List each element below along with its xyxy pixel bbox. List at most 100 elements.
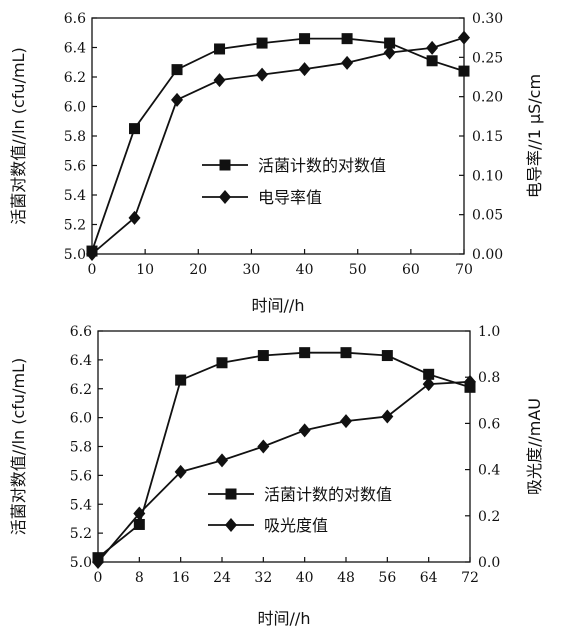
legend-label: 活菌计数的对数值 — [264, 485, 392, 504]
y-left-axis-title: 活菌对数值//ln (cfu/mL) — [9, 358, 28, 535]
x-tick-label: 10 — [136, 262, 154, 278]
y-left-tick-label: 5.2 — [64, 218, 86, 234]
absorbance-chart: 0 8 16 24 32 40 48 56 64 72 5.0 5.2 5.4 5.6 5.8 6.0 6.2 6… — [9, 324, 544, 628]
x-tick-label: 72 — [461, 570, 479, 586]
data-point-diamond — [256, 67, 269, 82]
data-point-diamond — [216, 453, 228, 468]
y-right-tick-label: 0.6 — [478, 416, 500, 432]
y-left-tick-label: 6.6 — [70, 324, 92, 340]
y-right-axis-title: 吸光度//mAU — [525, 398, 544, 495]
y-right-tick-label: 0.25 — [472, 50, 503, 66]
data-point-diamond — [213, 73, 226, 88]
y-right-tick-label: 0.20 — [472, 90, 503, 106]
y-left-tick-label: 6.0 — [64, 100, 86, 116]
y-left-tick-label: 6.4 — [70, 353, 92, 369]
data-point-square — [381, 350, 393, 362]
data-point-square — [133, 518, 145, 530]
legend-marker-square — [225, 488, 237, 500]
data-point-square — [257, 350, 269, 362]
data-point-diamond — [381, 409, 394, 424]
legend-label: 活菌计数的对数值 — [258, 156, 386, 175]
data-point-square — [171, 64, 183, 76]
y-left-tick-label: 5.4 — [64, 188, 86, 204]
legend-marker-diamond — [225, 518, 237, 532]
y-left-tick-label: 5.4 — [70, 497, 92, 513]
x-tick-label: 24 — [213, 570, 231, 586]
data-point-diamond — [133, 506, 146, 521]
plot-frame — [91, 17, 465, 255]
y-right-tick-label: 0.0 — [478, 555, 500, 571]
data-point-diamond — [92, 555, 104, 569]
y-left-tick-label: 5.8 — [64, 129, 86, 145]
x-tick-label: 60 — [402, 262, 420, 278]
series-line-square — [91, 37, 465, 252]
x-tick-label: 50 — [349, 262, 367, 278]
x-tick-label: 56 — [378, 570, 396, 586]
y-right-tick-label: 0.10 — [472, 168, 503, 184]
y-left-tick-label: 5.8 — [70, 440, 92, 456]
data-point-diamond — [86, 247, 98, 261]
data-point-diamond — [298, 62, 311, 77]
data-point-square — [426, 55, 438, 67]
legend-label: 电导率值 — [258, 188, 322, 207]
data-point-diamond — [458, 30, 470, 45]
y-right-tick-label: 0.2 — [478, 509, 500, 525]
y-left-tick-label: 5.0 — [70, 555, 92, 571]
x-tick-label: 32 — [254, 570, 272, 586]
data-point-square — [423, 368, 435, 380]
x-tick-label: 70 — [455, 262, 473, 278]
conductivity-chart: 0 10 20 30 40 50 60 70 5.0 5.2 5.4 5.6 5.8 6.0 6.2 6.4 6… — [9, 11, 544, 315]
y-left-tick-label: 5.6 — [70, 468, 92, 484]
y-left-tick-label: 6.6 — [64, 11, 86, 27]
y-left-axis-title: 活菌对数值//ln (cfu/mL) — [9, 47, 28, 224]
data-point-diamond — [422, 377, 435, 392]
data-point-square — [458, 65, 470, 77]
y-left-tick-label: 6.2 — [64, 70, 86, 86]
x-tick-label: 8 — [135, 570, 144, 586]
data-point-square — [340, 347, 352, 359]
y-left-tick-label: 5.6 — [64, 159, 86, 175]
x-tick-label: 20 — [189, 262, 207, 278]
x-tick-label: 40 — [296, 262, 314, 278]
x-axis-title: 时间//h — [252, 296, 305, 315]
y-left-tick-label: 5.2 — [70, 526, 92, 542]
y-right-tick-label: 0.4 — [478, 463, 500, 479]
y-right-tick-label: 0.30 — [472, 11, 503, 27]
y-right-tick-label: 1.0 — [478, 324, 500, 340]
data-point-square — [214, 43, 226, 55]
y-right-tick-label: 0.8 — [478, 370, 500, 386]
data-point-square — [341, 33, 353, 45]
legend-label: 吸光度值 — [264, 516, 328, 535]
series-line-square — [97, 351, 471, 559]
series-line-diamond — [97, 380, 471, 563]
data-point-diamond — [383, 45, 396, 60]
y-left-tick-label: 6.2 — [70, 382, 92, 398]
x-tick-label: 0 — [88, 262, 97, 278]
data-point-diamond — [257, 439, 270, 454]
y-right-tick-label: 0.05 — [472, 208, 503, 224]
data-point-square — [129, 123, 141, 135]
y-right-tick-label: 0.15 — [472, 129, 503, 145]
x-tick-label: 40 — [296, 570, 314, 586]
data-point-diamond — [464, 374, 476, 389]
data-point-diamond — [128, 210, 141, 225]
data-point-square — [299, 347, 311, 359]
data-point-diamond — [340, 414, 352, 429]
data-point-diamond — [174, 464, 187, 479]
y-right-tick-label: 0.00 — [472, 247, 503, 263]
legend-marker-diamond — [219, 190, 231, 204]
x-tick-label: 48 — [337, 570, 355, 586]
x-tick-label: 0 — [94, 570, 103, 586]
data-point-square — [216, 357, 228, 369]
data-point-square — [175, 374, 187, 386]
y-right-axis-title: 电导率//1 μS/cm — [525, 74, 544, 198]
series-line-diamond — [91, 36, 465, 255]
y-left-tick-label: 6.0 — [70, 411, 92, 427]
data-point-diamond — [426, 40, 439, 55]
x-tick-label: 30 — [243, 262, 261, 278]
data-point-diamond — [298, 423, 311, 438]
y-left-tick-label: 6.4 — [64, 41, 86, 57]
data-point-square — [299, 33, 311, 45]
x-axis-title: 时间//h — [258, 609, 311, 628]
